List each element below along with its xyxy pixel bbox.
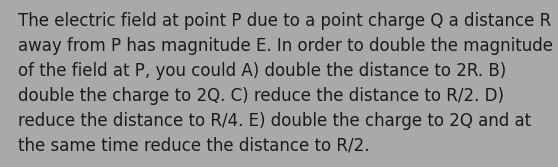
Text: The electric field at point P due to a point charge Q a distance R
away from P h: The electric field at point P due to a p… xyxy=(18,12,553,155)
